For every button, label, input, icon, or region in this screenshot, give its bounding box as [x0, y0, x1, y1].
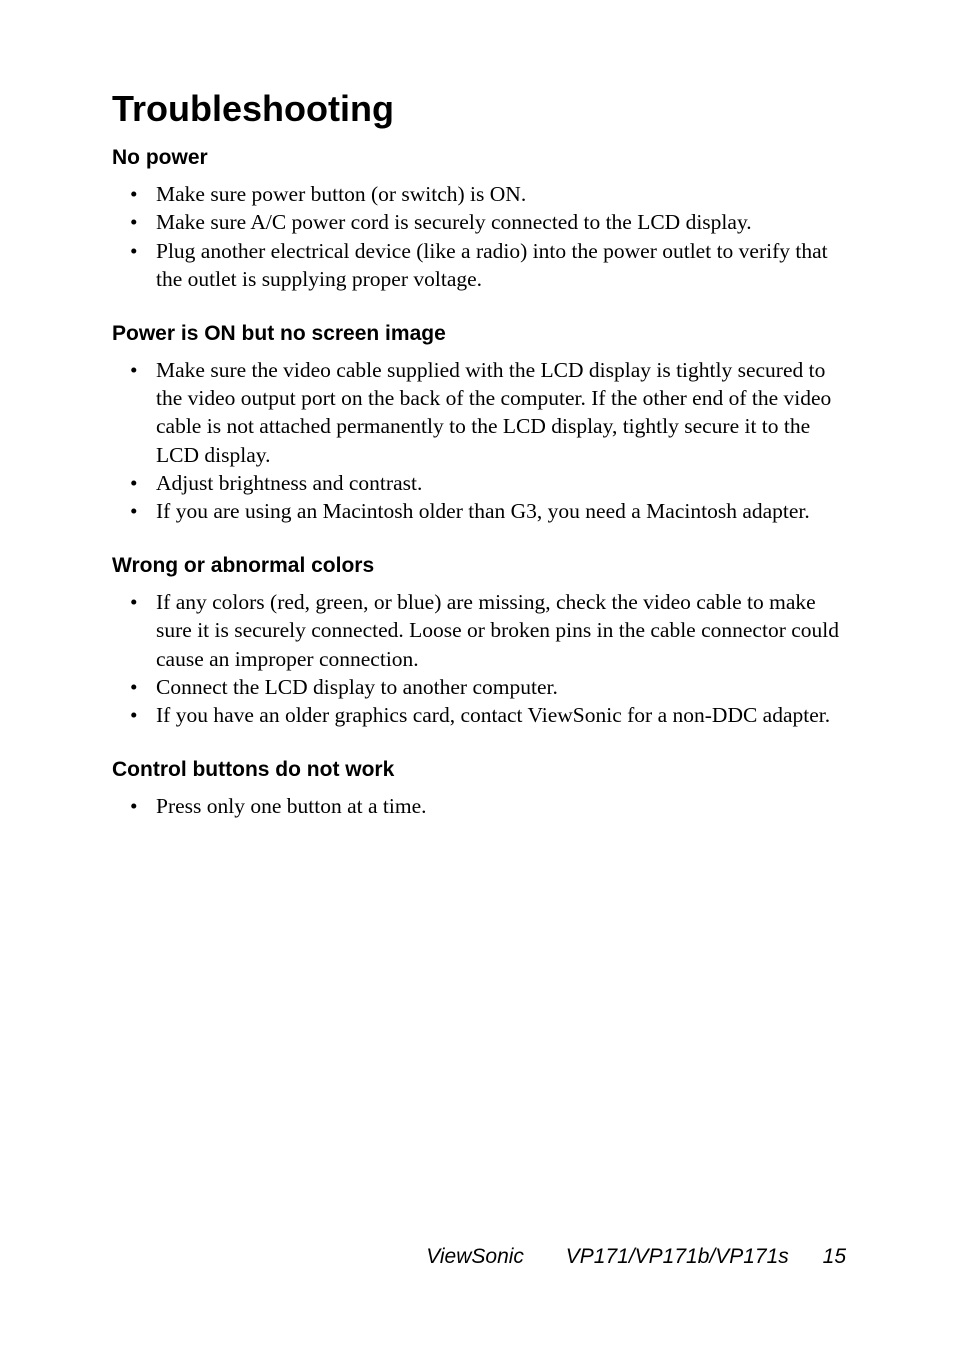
- document-page: Troubleshooting No power Make sure power…: [0, 0, 954, 820]
- page-title: Troubleshooting: [112, 88, 846, 130]
- footer-page-number: 15: [823, 1245, 846, 1268]
- bullet-list: Press only one button at a time.: [112, 792, 846, 820]
- list-item: Adjust brightness and contrast.: [140, 469, 846, 497]
- list-item: If you are using an Macintosh older than…: [140, 497, 846, 525]
- bullet-list: Make sure power button (or switch) is ON…: [112, 180, 846, 294]
- list-item: If you have an older graphics card, cont…: [140, 701, 846, 729]
- bullet-list: If any colors (red, green, or blue) are …: [112, 588, 846, 730]
- footer-model: VP171/VP171b/VP171s: [566, 1245, 789, 1268]
- section-heading-control-buttons: Control buttons do not work: [112, 758, 846, 782]
- list-item: Connect the LCD display to another compu…: [140, 673, 846, 701]
- list-item: If any colors (red, green, or blue) are …: [140, 588, 846, 673]
- bullet-list: Make sure the video cable supplied with …: [112, 356, 846, 526]
- list-item: Make sure power button (or switch) is ON…: [140, 180, 846, 208]
- list-item: Make sure A/C power cord is securely con…: [140, 208, 846, 236]
- page-footer: ViewSonic VP171/VP171b/VP171s 15: [426, 1245, 846, 1269]
- list-item: Plug another electrical device (like a r…: [140, 237, 846, 294]
- section-heading-no-power: No power: [112, 146, 846, 170]
- footer-brand: ViewSonic: [426, 1245, 524, 1268]
- section-heading-power-on-no-image: Power is ON but no screen image: [112, 322, 846, 346]
- section-heading-wrong-colors: Wrong or abnormal colors: [112, 554, 846, 578]
- list-item: Press only one button at a time.: [140, 792, 846, 820]
- list-item: Make sure the video cable supplied with …: [140, 356, 846, 470]
